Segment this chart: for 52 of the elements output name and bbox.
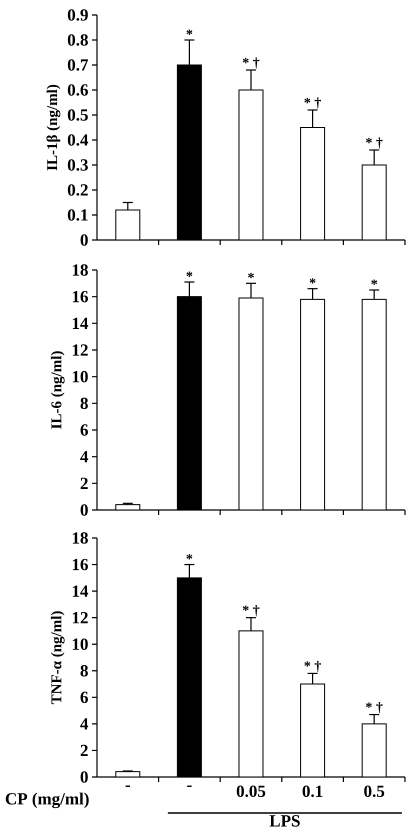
y-tick-label: 16 [72, 558, 88, 570]
y-tick-label: 4 [80, 451, 88, 462]
data-label: * † [304, 97, 321, 109]
data-label: * † [242, 605, 260, 616]
y-tick-label: 0.8 [68, 34, 88, 46]
x-tick-label: 0.05 [236, 786, 266, 798]
y-tick-label: 0 [80, 234, 88, 246]
y-tick-label: 8 [80, 665, 88, 677]
y-tick-label: 14 [72, 585, 88, 597]
y-tick-label: 0.1 [68, 209, 88, 221]
y-tick-label: 14 [72, 318, 88, 329]
y-tick-label: 16 [72, 290, 88, 302]
y-tick-label: 0.4 [68, 134, 88, 146]
y-tick-label: 0 [80, 771, 88, 783]
y-tick-label: 4 [80, 718, 88, 730]
data-label: * [186, 30, 192, 35]
data-label: * [248, 272, 254, 278]
y-tick-label: 6 [80, 424, 88, 436]
y-tick-label: 0.2 [68, 184, 88, 196]
y-tick-label: 2 [80, 744, 88, 756]
y-tick-label: 0.9 [68, 9, 88, 21]
data-label: * † [366, 137, 383, 149]
y-tick-label: 2 [80, 478, 88, 489]
data-label: * † [242, 57, 260, 69]
y-tick-label: 8 [80, 398, 88, 410]
y-tick-label: 0.3 [68, 159, 88, 171]
text: LPS [270, 815, 300, 827]
y-tick-label: 10 [72, 370, 88, 382]
y-tick-label: 0 [80, 504, 88, 516]
y-tick-label: 10 [72, 638, 88, 650]
data-label: * [371, 280, 378, 285]
y-tick-label: 0.7 [68, 59, 88, 71]
y-axis-title: IL-6 (ng/ml) [50, 351, 65, 429]
x-tick-label: - [126, 786, 130, 787]
x-tick-label: 0.5 [364, 786, 384, 798]
data-label: * [310, 278, 316, 284]
x-axis-title: CP (mg/ml) [6, 792, 89, 808]
x-tick-label: - [187, 786, 192, 787]
data-label: * [186, 554, 192, 560]
y-tick-label: 6 [80, 692, 88, 704]
x-tick-label: 0.1 [302, 786, 322, 798]
data-label: * † [366, 702, 383, 714]
y-axis-title: IL-1β (ng/ml) [46, 84, 60, 170]
data-label: * [186, 272, 192, 277]
y-tick-label: 18 [72, 264, 88, 276]
y-tick-label: 18 [72, 532, 88, 544]
y-tick-label: 0.6 [68, 84, 88, 96]
data-label: * † [304, 660, 321, 672]
y-tick-label: 0.5 [68, 109, 88, 121]
y-tick-label: 12 [72, 344, 88, 356]
y-axis-title: TNF-α (ng/ml) [50, 611, 65, 704]
y-tick-label: 12 [72, 612, 88, 624]
